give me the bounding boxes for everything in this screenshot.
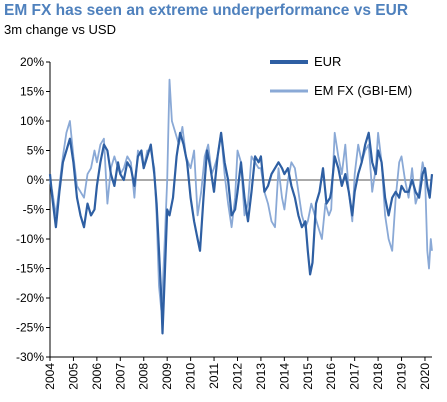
chart-title: EM FX has seen an extreme underperforman…	[4, 2, 409, 19]
y-tick-label: -15%	[16, 262, 44, 276]
chart-subtitle: 3m change vs USD	[4, 22, 116, 37]
y-tick-label: 5%	[27, 144, 45, 158]
y-tick-label: -25%	[16, 321, 44, 335]
y-tick-label: 0%	[27, 173, 45, 187]
x-tick-label: 2010	[184, 363, 198, 390]
y-tick-label: -20%	[16, 291, 44, 305]
x-tick-label: 2011	[207, 363, 221, 389]
legend-label-eur: EUR	[314, 54, 341, 69]
x-tick-label: 2016	[324, 363, 338, 390]
y-tick-label: 15%	[20, 85, 44, 99]
y-tick-label: 20%	[20, 55, 44, 69]
x-tick-label: 2020	[418, 363, 432, 390]
x-tick-label: 2015	[301, 363, 315, 390]
x-tick-label: 2019	[395, 363, 409, 390]
series-line-eur	[48, 131, 434, 335]
x-tick-label: 2018	[371, 363, 385, 390]
y-axis: 20% 15% 10% 5% 0% -5% -10% -15% -20% -25% -30%	[16, 55, 51, 364]
x-tick-label: 2009	[160, 363, 174, 390]
y-tick-label: 10%	[20, 114, 44, 128]
x-tick-label: 2008	[137, 363, 151, 390]
x-tick-label: 2017	[348, 363, 362, 390]
x-tick-label: 2006	[90, 363, 104, 390]
x-axis: 2004 2005 2006 2007 2008 2009 2010 2011 2012 2013…	[43, 356, 432, 390]
legend: EUR EM FX (GBI-EM)	[270, 54, 412, 98]
x-tick-label: 2012	[230, 363, 244, 390]
x-tick-label: 2013	[254, 363, 268, 390]
x-tick-label: 2007	[113, 363, 127, 390]
y-tick-label: -10%	[16, 232, 44, 246]
x-tick-label: 2014	[277, 363, 291, 390]
series-group	[48, 78, 434, 335]
legend-label-em-fx: EM FX (GBI-EM)	[314, 83, 412, 98]
series-line-em-fx	[49, 78, 433, 311]
y-tick-label: -30%	[16, 350, 44, 364]
x-tick-label: 2004	[43, 363, 57, 390]
x-tick-label: 2005	[66, 363, 80, 390]
y-tick-label: -5%	[23, 203, 45, 217]
